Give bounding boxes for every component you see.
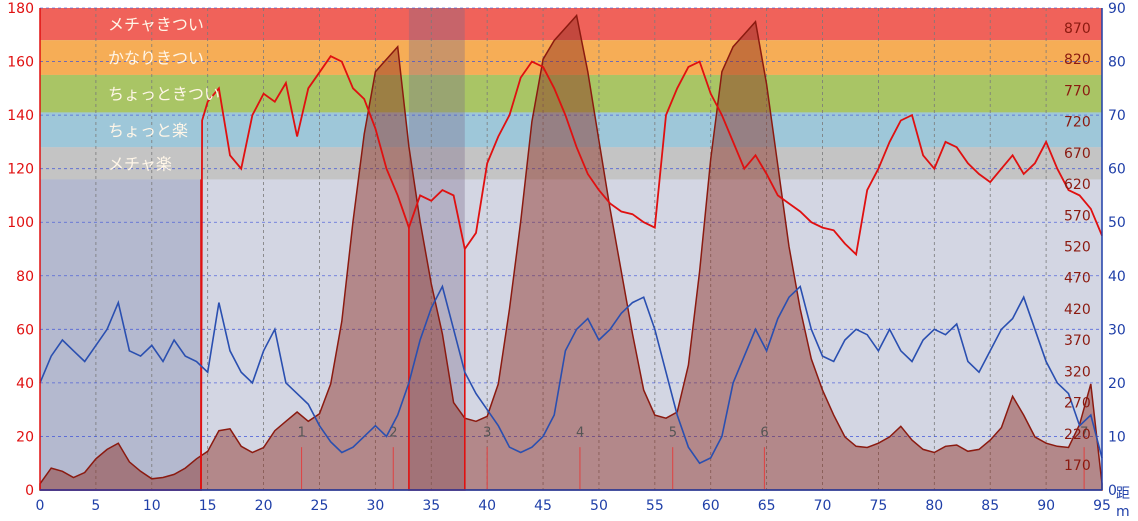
lap-marker-label: 2 bbox=[389, 425, 397, 440]
tick-label-left: 100 bbox=[7, 215, 34, 231]
tick-label-altitude: 170 bbox=[1064, 458, 1091, 474]
tick-label-bottom: 75 bbox=[870, 498, 888, 514]
tick-label-left: 140 bbox=[7, 108, 34, 124]
zone-label: かなりきつい bbox=[108, 49, 204, 68]
lap-marker-label: 3 bbox=[483, 425, 491, 440]
tick-label-bottom: 65 bbox=[758, 498, 776, 514]
lap-marker-label: 6 bbox=[760, 425, 768, 440]
tick-label-altitude: 470 bbox=[1064, 271, 1091, 287]
tick-label-bottom: 70 bbox=[814, 498, 832, 514]
tick-label-right: 50 bbox=[1108, 215, 1126, 231]
lap-marker-label: 4 bbox=[576, 425, 584, 440]
tick-label-left: 160 bbox=[7, 55, 34, 71]
lap-markers: 1 2 3 4 5 6 7 bbox=[298, 425, 1088, 490]
tick-label-bottom: 60 bbox=[702, 498, 720, 514]
tick-label-bottom: 40 bbox=[478, 498, 496, 514]
speed-line bbox=[39, 284, 1103, 465]
shade-lap bbox=[408, 8, 465, 490]
tick-label-right: 40 bbox=[1108, 269, 1126, 285]
axis-label-right-unit: m bbox=[1116, 504, 1130, 520]
tick-label-bottom: 45 bbox=[534, 498, 552, 514]
tick-label-bottom: 15 bbox=[199, 498, 217, 514]
tick-label-left: 20 bbox=[16, 429, 34, 445]
zone-label: ちょっと楽 bbox=[108, 121, 188, 140]
tick-label-altitude: 620 bbox=[1064, 177, 1091, 193]
tick-label-bottom: 25 bbox=[311, 498, 329, 514]
tick-label-right: 70 bbox=[1108, 108, 1126, 124]
axes bbox=[39, 8, 1103, 491]
speed-series bbox=[39, 284, 1103, 465]
tick-label-right: 90 bbox=[1108, 1, 1126, 17]
heart-rate-line bbox=[40, 55, 1103, 491]
tick-label-right: 0 bbox=[1108, 483, 1117, 499]
axis-label-right: 距 bbox=[1116, 486, 1130, 502]
altitude-area bbox=[39, 13, 1103, 491]
tick-label-left: 80 bbox=[16, 269, 34, 285]
zone-label: メチャきつい bbox=[108, 15, 204, 34]
tick-label-altitude: 320 bbox=[1064, 364, 1091, 380]
zone-label: メチャ楽 bbox=[108, 154, 172, 173]
tick-label-bottom: 50 bbox=[590, 498, 608, 514]
tick-label-altitude: 770 bbox=[1064, 83, 1091, 99]
zone-band bbox=[40, 8, 1102, 41]
tick-label-altitude: 720 bbox=[1064, 115, 1091, 131]
tick-label-altitude: 870 bbox=[1064, 21, 1091, 37]
tick-label-bottom: 5 bbox=[91, 498, 100, 514]
tick-label-bottom: 55 bbox=[646, 498, 664, 514]
tick-label-bottom: 80 bbox=[925, 498, 943, 514]
tick-label-altitude: 820 bbox=[1064, 52, 1091, 68]
lap-marker-label: 1 bbox=[298, 425, 306, 440]
tick-label-altitude: 570 bbox=[1064, 208, 1091, 224]
tick-label-altitude: 270 bbox=[1064, 396, 1091, 412]
tick-label-left: 60 bbox=[16, 322, 34, 338]
tick-label-altitude: 220 bbox=[1064, 427, 1091, 443]
tick-labels: 0204060801001201401601800102030405060708… bbox=[7, 1, 1130, 520]
tick-label-bottom: 30 bbox=[366, 498, 384, 514]
tick-label-right: 30 bbox=[1108, 322, 1126, 338]
shade-warmup bbox=[40, 179, 201, 490]
tick-label-right: 20 bbox=[1108, 376, 1126, 392]
zone-band bbox=[40, 40, 1102, 75]
tick-label-altitude: 520 bbox=[1064, 240, 1091, 256]
lap-marker-label: 7 bbox=[1080, 425, 1088, 440]
tick-label-bottom: 35 bbox=[422, 498, 440, 514]
zone-band bbox=[40, 74, 1102, 113]
lap-shading bbox=[40, 8, 465, 490]
tick-label-right: 80 bbox=[1108, 55, 1126, 71]
tick-label-altitude: 370 bbox=[1064, 333, 1091, 349]
tick-label-bottom: 20 bbox=[255, 498, 273, 514]
tick-label-bottom: 10 bbox=[143, 498, 161, 514]
tick-label-left: 120 bbox=[7, 162, 34, 178]
tick-label-right: 10 bbox=[1108, 429, 1126, 445]
tick-label-bottom: 85 bbox=[981, 498, 999, 514]
zone-label: ちょっときつい bbox=[108, 85, 220, 104]
altitude-series bbox=[39, 13, 1103, 491]
tick-label-left: 0 bbox=[25, 483, 34, 499]
tick-label-bottom: 90 bbox=[1037, 498, 1055, 514]
tick-label-bottom: 0 bbox=[36, 498, 45, 514]
tick-label-left: 40 bbox=[16, 376, 34, 392]
tick-label-left: 180 bbox=[7, 1, 34, 17]
tick-label-altitude: 420 bbox=[1064, 302, 1091, 318]
lap-marker-label: 5 bbox=[669, 425, 677, 440]
tick-label-altitude: 670 bbox=[1064, 146, 1091, 162]
tick-label-bottom: 95 bbox=[1093, 498, 1111, 514]
tick-label-right: 60 bbox=[1108, 162, 1126, 178]
zone-band bbox=[40, 147, 1102, 180]
